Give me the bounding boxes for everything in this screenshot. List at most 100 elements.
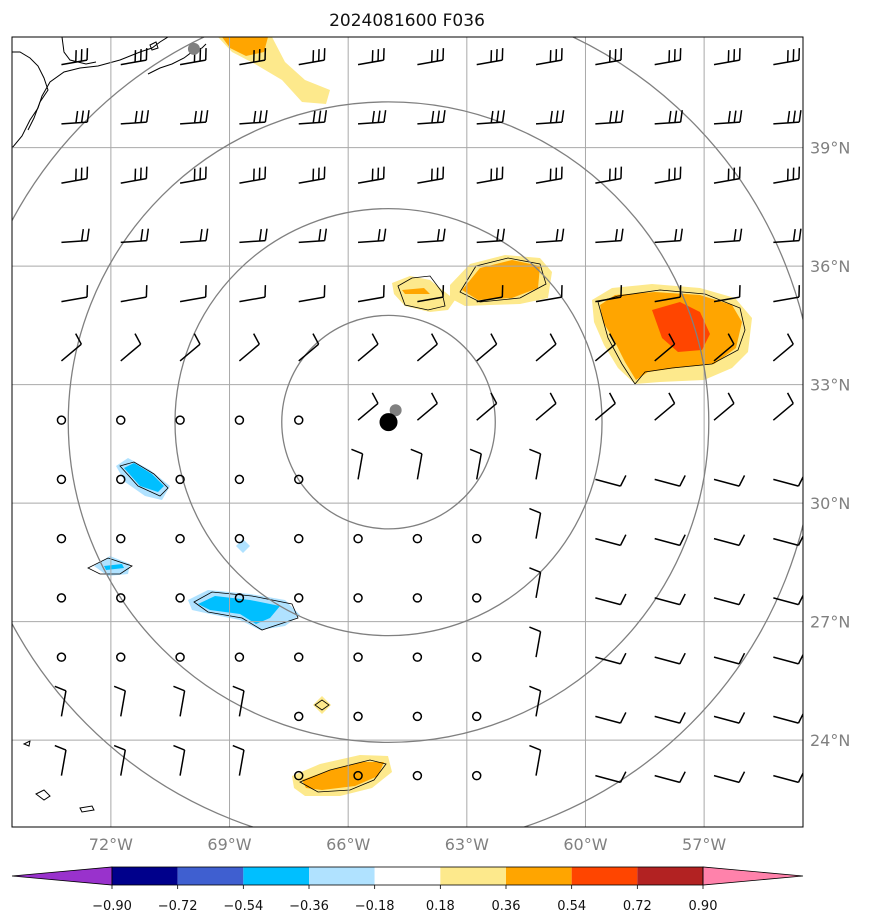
- range-ring: [174, 207, 603, 637]
- contour-line: [397, 275, 446, 311]
- wind-barb: [61, 285, 89, 303]
- shade-region-mid-blue: [198, 596, 280, 624]
- wind-barb: [595, 771, 627, 784]
- wind-barb: [713, 593, 746, 606]
- shade-region-west-blue: [124, 463, 164, 492]
- wind-barb: [179, 285, 207, 303]
- shade-region-south-orange: [302, 762, 384, 790]
- wind-barb: [713, 228, 743, 244]
- wind-barb: [535, 166, 563, 184]
- wind-barb: [358, 110, 387, 125]
- wind-barb: [529, 744, 542, 776]
- wind-barb: [239, 228, 268, 244]
- wind-barb: [476, 228, 506, 244]
- calm-wind-marker: [234, 415, 245, 425]
- calm-wind-marker: [116, 415, 126, 425]
- calm-wind-marker: [412, 711, 423, 722]
- wind-barb: [713, 534, 746, 547]
- calm-wind-marker: [412, 533, 423, 544]
- wind-barb: [654, 228, 683, 244]
- calm-wind-marker: [293, 593, 304, 603]
- storm-center-marker: [379, 413, 398, 432]
- shaded-anomaly-regions: [94, 37, 752, 796]
- wind-barb: [654, 392, 676, 421]
- range-ring: [281, 314, 496, 530]
- wind-barb: [595, 166, 623, 184]
- wind-barb: [298, 110, 328, 125]
- calm-wind-marker: [353, 533, 363, 544]
- wind-barb: [298, 333, 320, 362]
- lat-tick-label: 39°N: [810, 139, 850, 158]
- wind-barb: [535, 333, 557, 362]
- wind-barb: [179, 333, 201, 362]
- contour-line: [87, 557, 133, 575]
- calm-wind-marker: [234, 533, 245, 544]
- wind-barb: [410, 448, 423, 480]
- lat-lon-gridlines: [12, 37, 803, 827]
- colorbar-segment: [243, 867, 309, 885]
- wind-barb: [529, 685, 542, 717]
- wind-barb: [713, 712, 746, 724]
- coastline-island-b: [22, 740, 31, 747]
- wind-barb: [595, 534, 627, 547]
- calm-wind-marker: [353, 652, 363, 662]
- calm-wind-marker: [293, 652, 304, 662]
- wind-barb: [180, 110, 209, 125]
- contour-line: [193, 591, 299, 631]
- calm-wind-marker: [56, 533, 67, 544]
- coastline-northeast: [12, 37, 169, 149]
- wind-barb: [535, 48, 563, 66]
- calm-wind-marker: [471, 770, 482, 781]
- wind-barb: [654, 771, 686, 784]
- lon-tick-label: 60°W: [563, 835, 607, 854]
- calm-wind-marker: [116, 593, 126, 603]
- contour-line: [314, 699, 330, 711]
- wind-barb: [416, 333, 438, 362]
- wind-barb: [298, 166, 326, 184]
- wind-barb: [357, 333, 379, 362]
- wind-barb: [60, 333, 83, 362]
- range-ring: [67, 101, 710, 744]
- wind-barb: [773, 228, 802, 244]
- wind-barb: [179, 166, 207, 184]
- wind-barb: [120, 110, 150, 125]
- wind-barb: [713, 392, 735, 421]
- calm-wind-marker: [293, 770, 304, 781]
- wind-barb: [417, 110, 446, 125]
- calm-wind-marker: [353, 593, 363, 603]
- wind-barb: [476, 166, 504, 184]
- wind-barb: [120, 166, 148, 184]
- latitude-tick-labels: 39°N 36°N 33°N 30°N 27°N 24°N: [810, 139, 850, 750]
- wind-barb: [351, 448, 364, 480]
- wind-barb: [113, 744, 127, 776]
- wind-barb: [595, 228, 624, 244]
- wind-barb: [773, 166, 801, 184]
- wind-barb: [239, 166, 267, 184]
- wind-barb: [298, 48, 326, 66]
- colorbar-segment: [506, 867, 572, 885]
- wind-barb: [595, 475, 627, 487]
- coastline-cape: [147, 43, 207, 75]
- wind-barb: [180, 228, 209, 244]
- wind-barb: [654, 110, 683, 125]
- lat-tick-label: 27°N: [810, 613, 850, 632]
- colorbar-tick-label: 0.36: [492, 899, 521, 914]
- wind-barb: [773, 48, 801, 66]
- colorbar-tick-label: 0.54: [557, 899, 586, 914]
- wind-barb: [232, 744, 245, 776]
- wind-barb: [595, 110, 624, 125]
- wind-barb: [713, 475, 746, 487]
- wind-barb: [594, 392, 616, 421]
- wind-barb: [529, 448, 542, 480]
- wind-barb: [417, 48, 445, 66]
- calm-wind-marker: [116, 474, 126, 485]
- map-frame: [11, 36, 804, 828]
- wind-barb: [529, 567, 542, 599]
- wind-barb: [357, 392, 379, 421]
- wind-barbs: [54, 48, 803, 784]
- calm-wind-marker: [175, 415, 185, 425]
- colorbar-tick-label: 0.18: [426, 899, 455, 914]
- calm-wind-marker: [56, 593, 67, 603]
- colorbar-tick-label: −0.72: [158, 899, 198, 914]
- calm-wind-marker: [234, 593, 245, 603]
